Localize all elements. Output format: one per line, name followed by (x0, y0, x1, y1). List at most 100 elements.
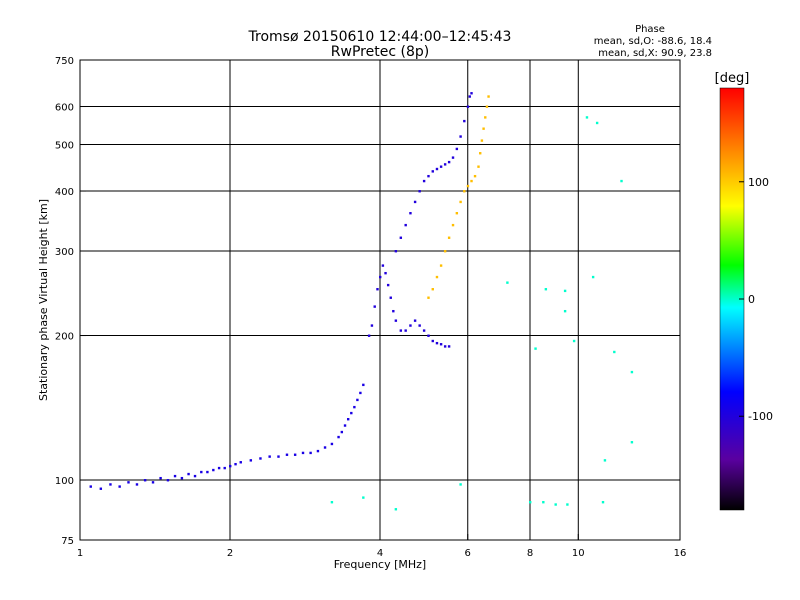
data-point (484, 116, 487, 119)
data-point (180, 476, 184, 480)
x-tick-label: 10 (572, 548, 585, 559)
data-point (143, 479, 147, 482)
data-point (435, 167, 439, 171)
data-point (470, 92, 473, 95)
data-point (109, 483, 112, 486)
data-point (316, 449, 320, 453)
data-point (544, 288, 548, 291)
data-point (603, 459, 607, 462)
data-point (239, 461, 242, 464)
x-tick-label: 2 (227, 548, 233, 559)
data-point (337, 435, 340, 439)
data-point (427, 296, 430, 299)
data-point (455, 147, 459, 151)
data-point (485, 105, 489, 108)
data-point (534, 347, 537, 350)
data-point (563, 289, 567, 293)
data-point (127, 481, 130, 484)
data-point (468, 95, 471, 98)
data-point (193, 474, 197, 478)
data-point (394, 508, 398, 511)
data-point (381, 264, 385, 267)
data-point (451, 223, 455, 227)
data-point (359, 391, 362, 395)
data-point (427, 174, 430, 178)
data-points (89, 92, 634, 511)
data-point (470, 179, 473, 183)
data-point (301, 451, 305, 455)
data-point (379, 275, 382, 279)
data-point (620, 179, 623, 183)
data-point (362, 496, 365, 499)
data-point (447, 345, 451, 348)
grid-lines (80, 60, 680, 540)
data-point (585, 116, 589, 119)
data-point (563, 309, 567, 313)
data-point (187, 472, 190, 476)
data-point (373, 305, 376, 308)
data-point (435, 275, 439, 279)
data-point (212, 468, 215, 472)
data-point (118, 485, 121, 488)
data-point (566, 503, 569, 506)
data-point (487, 95, 490, 98)
data-point (309, 451, 312, 455)
stats-title: Phase (635, 24, 665, 35)
data-point (367, 334, 371, 337)
colorbar-tick-label: 100 (748, 176, 769, 189)
y-tick-label: 200 (55, 332, 74, 343)
y-tick-label: 300 (55, 247, 74, 258)
data-point (459, 483, 462, 486)
colorbar-ticks: 100 0 -100 (739, 176, 773, 423)
data-point (463, 190, 466, 193)
data-point (427, 334, 430, 337)
data-point (455, 212, 459, 215)
x-tick-label: 8 (527, 548, 533, 559)
data-point (340, 430, 344, 434)
data-point (399, 236, 403, 239)
data-point (529, 500, 532, 504)
data-point (277, 455, 280, 458)
y-axis-ticks: 75 100 200 300 400 500 600 750 (55, 56, 86, 547)
data-point (350, 411, 353, 415)
y-tick-label: 500 (55, 141, 74, 152)
y-tick-label: 100 (55, 476, 74, 487)
data-point (293, 453, 297, 456)
data-point (346, 418, 350, 421)
x-tick-label: 1 (77, 548, 83, 559)
data-point (466, 105, 470, 108)
data-point (572, 339, 576, 343)
data-point (439, 264, 443, 267)
data-point (630, 370, 634, 374)
y-tick-label: 400 (55, 187, 74, 198)
chart-title: Tromsø 20150610 12:44:00–12:45:43 (248, 29, 512, 45)
data-point (394, 319, 398, 322)
data-point (389, 296, 392, 299)
data-point (595, 121, 599, 125)
data-point (591, 275, 595, 279)
data-point (418, 324, 421, 327)
data-point (477, 165, 480, 168)
data-point (473, 174, 477, 178)
data-point (89, 485, 92, 488)
data-point (404, 223, 407, 227)
data-point (418, 190, 421, 193)
colorbar-label: [deg] (715, 71, 750, 86)
data-point (459, 200, 462, 204)
data-point (376, 288, 379, 291)
data-point (447, 160, 451, 164)
data-point (268, 455, 271, 458)
data-point (353, 405, 356, 409)
stats-line-o: mean, sd,O: -88.6, 18.4 (594, 36, 712, 47)
data-point (413, 319, 417, 322)
x-tick-label: 4 (377, 548, 383, 559)
y-tick-label: 75 (61, 536, 74, 547)
data-point (206, 470, 209, 474)
data-point (447, 236, 451, 239)
data-point (422, 329, 426, 332)
data-point (435, 341, 439, 345)
data-point (480, 139, 484, 142)
y-tick-label: 600 (55, 103, 74, 114)
x-axis-ticks: 1 2 4 6 8 10 16 (77, 534, 686, 559)
data-point (343, 424, 347, 427)
